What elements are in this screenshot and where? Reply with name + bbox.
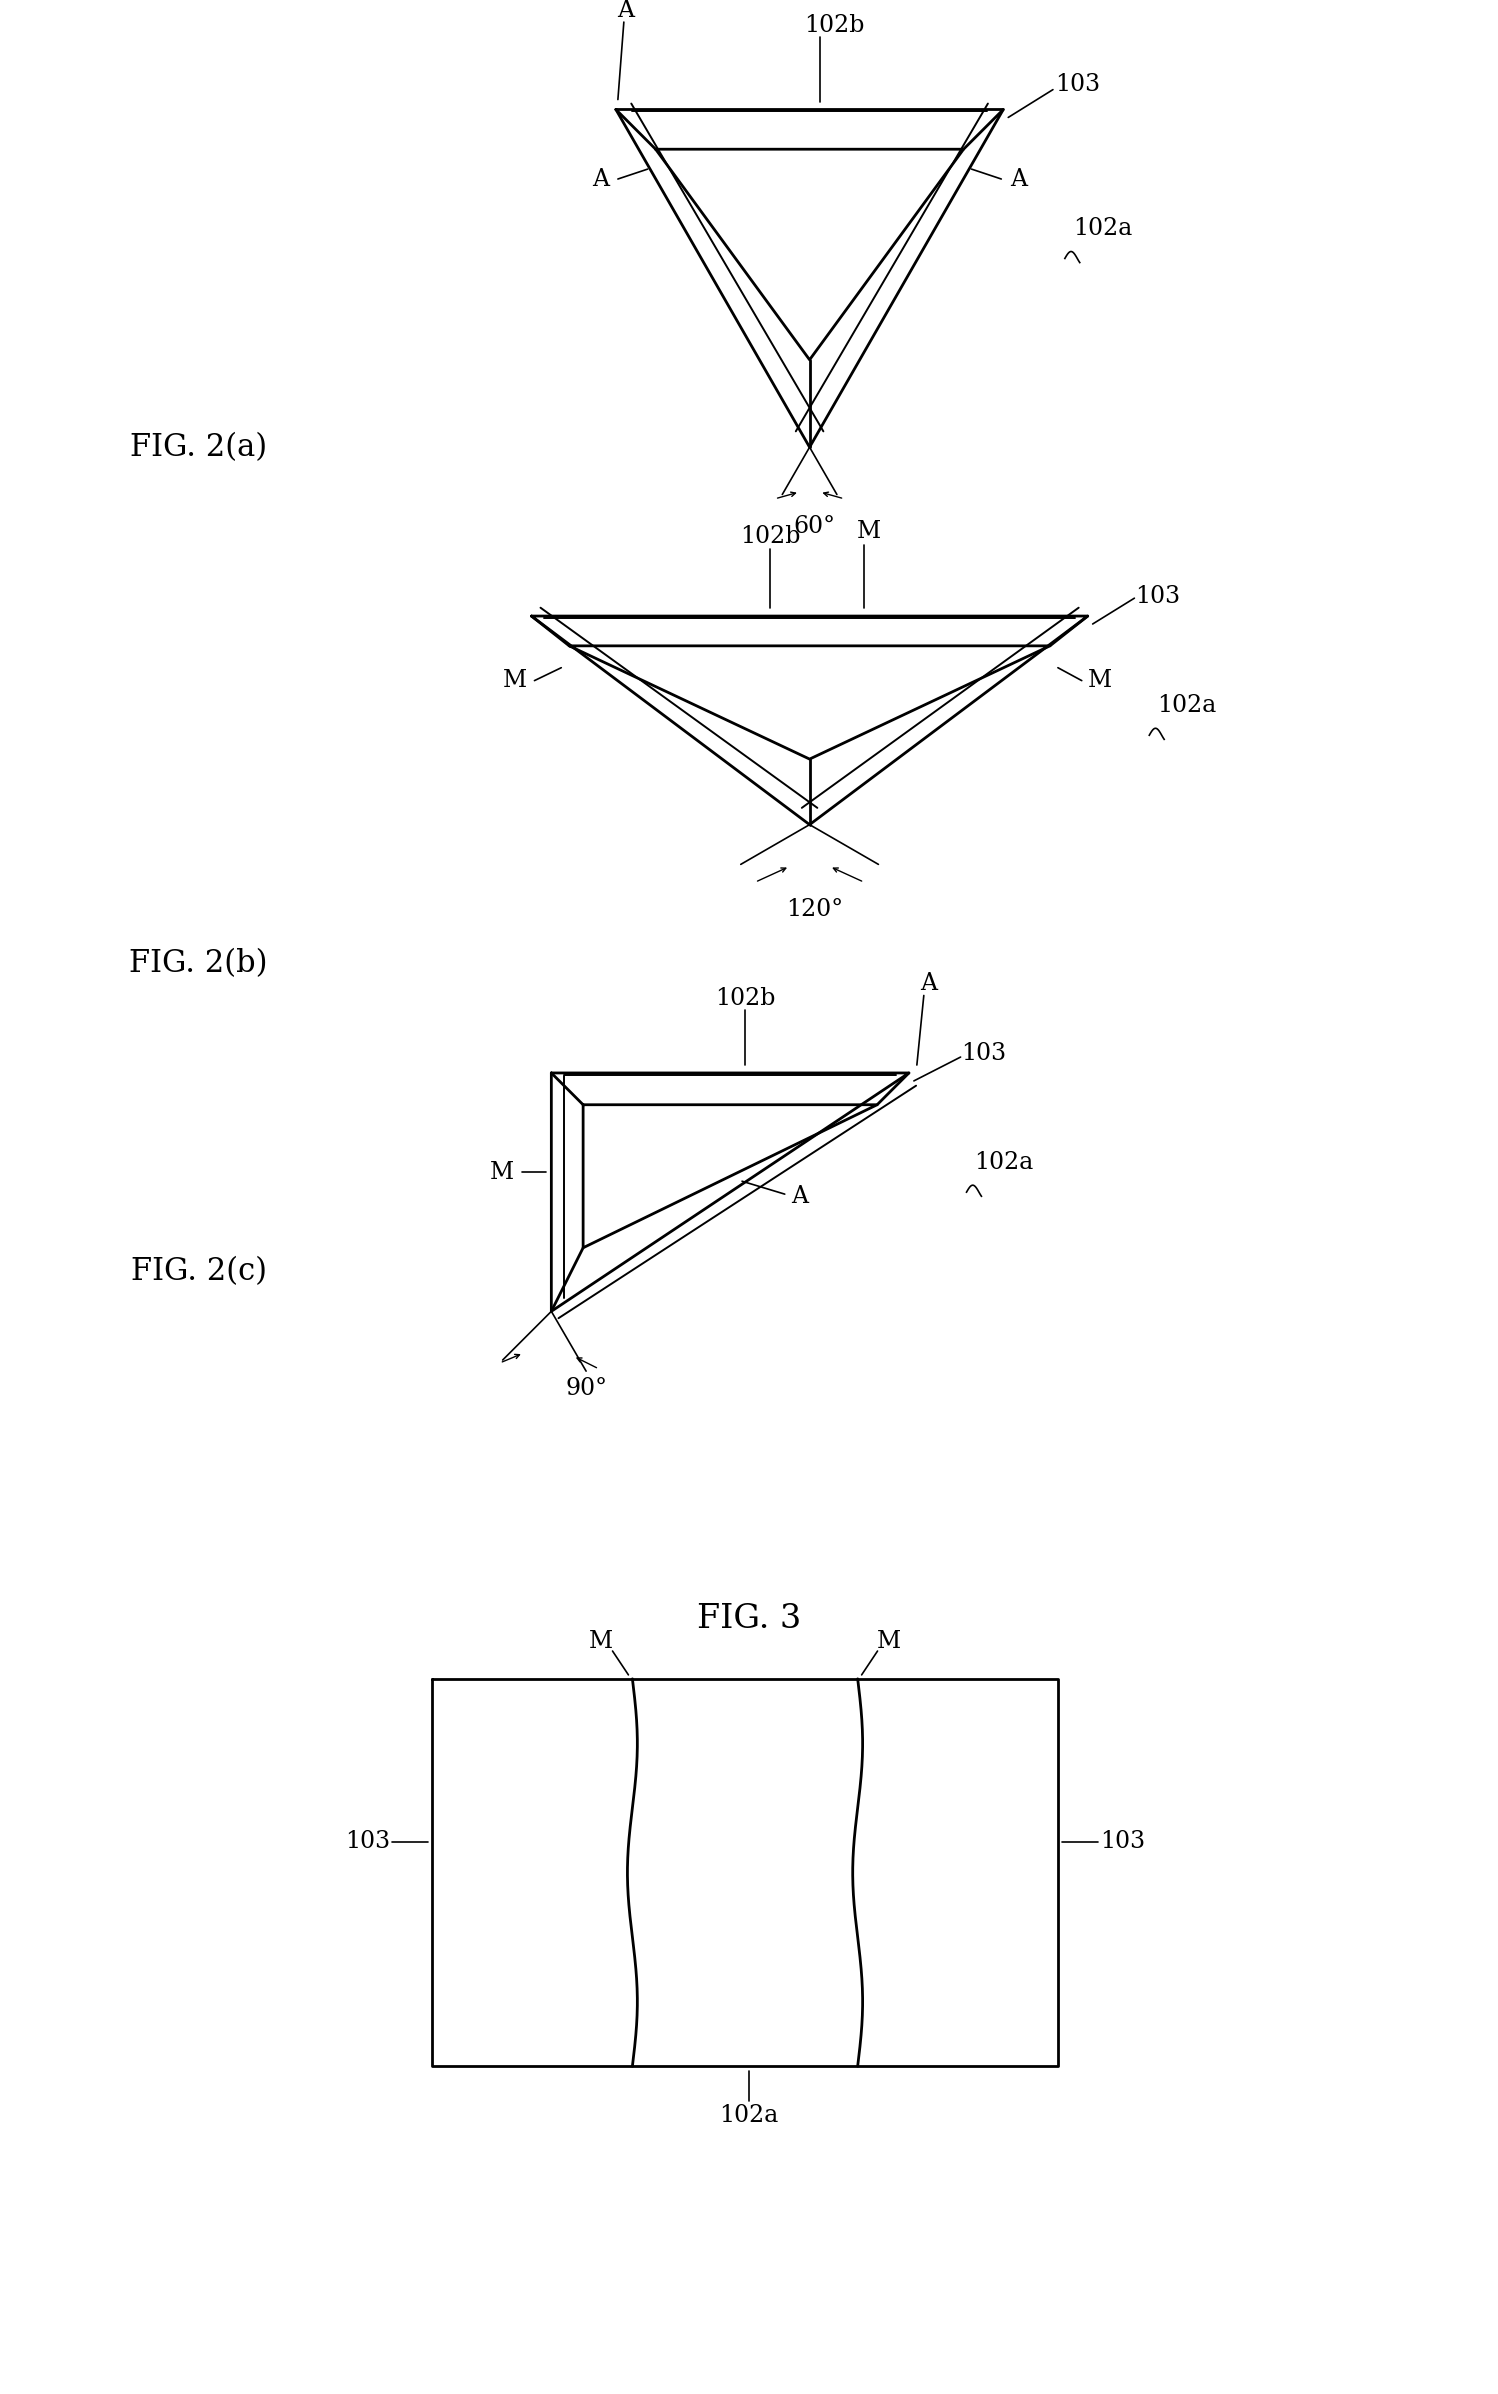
Text: 103: 103 [960,1041,1007,1065]
Text: 103: 103 [345,1829,389,1853]
Text: M: M [589,1630,613,1652]
Text: FIG. 2(a): FIG. 2(a) [130,431,267,462]
Text: M: M [1088,668,1112,692]
Text: A: A [617,0,634,22]
Text: 90°: 90° [565,1377,607,1400]
Text: A: A [1010,168,1026,192]
Text: 103: 103 [1134,584,1180,608]
Text: A: A [920,972,938,996]
Text: 102b: 102b [715,986,774,1010]
Text: M: M [878,1630,902,1652]
Text: 102a: 102a [1158,694,1216,716]
Text: M: M [490,1161,514,1183]
Text: 120°: 120° [786,898,843,922]
Text: FIG. 2(c): FIG. 2(c) [130,1257,267,1288]
Text: 60°: 60° [794,515,836,539]
Text: 102a: 102a [974,1152,1034,1173]
Text: M: M [857,519,881,543]
Text: FIG. 2(b): FIG. 2(b) [129,948,268,979]
Text: 102b: 102b [804,14,864,36]
Text: FIG. 3: FIG. 3 [697,1604,801,1635]
Text: 102b: 102b [740,524,800,548]
Text: 102a: 102a [1073,218,1132,239]
Text: A: A [791,1185,807,1207]
Text: 103: 103 [1100,1829,1144,1853]
Text: M: M [502,668,527,692]
Text: 102a: 102a [719,2104,779,2128]
Text: 103: 103 [1055,74,1101,96]
Text: A: A [593,168,610,192]
